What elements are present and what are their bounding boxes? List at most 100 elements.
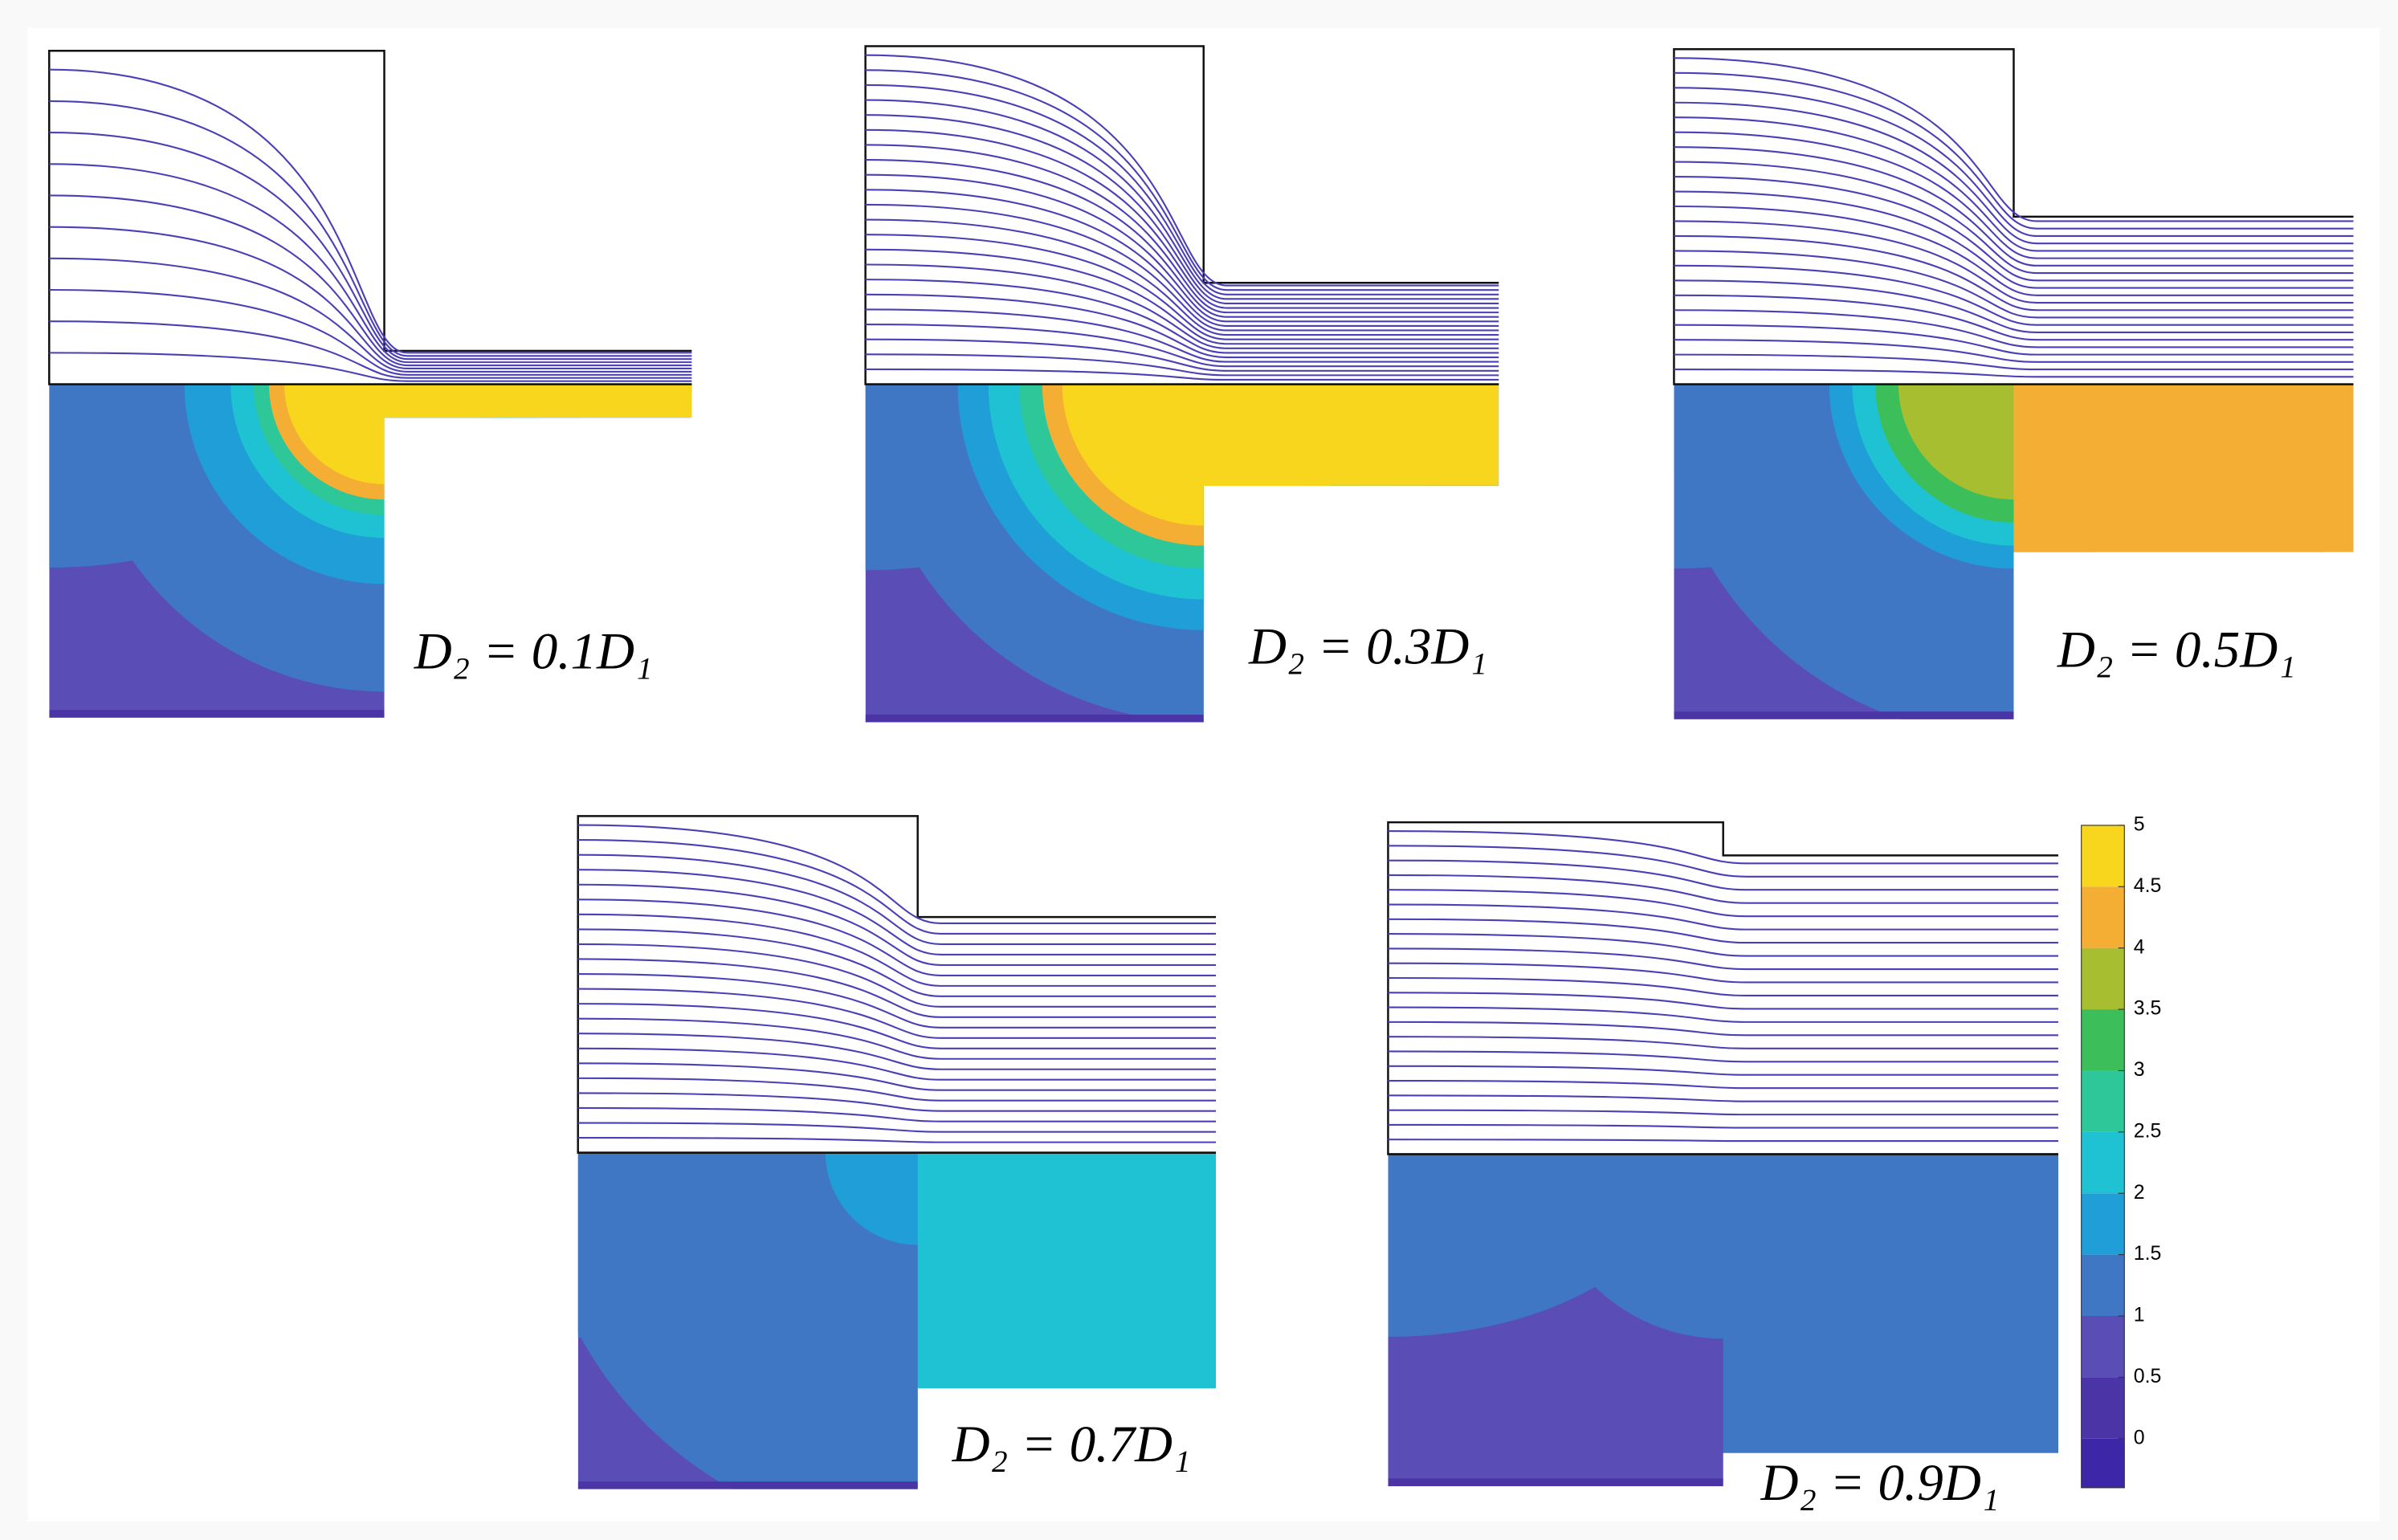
streamline <box>1388 1080 2058 1090</box>
streamline <box>1388 918 2058 944</box>
channel-band <box>384 384 692 418</box>
streamline <box>577 854 1217 945</box>
streamline <box>865 353 1499 377</box>
streamline <box>49 288 692 376</box>
streamline <box>865 144 1499 314</box>
streamline <box>577 1137 1217 1143</box>
streamline <box>1388 976 2058 997</box>
streamline <box>865 203 1499 332</box>
colorbar-band <box>2081 1377 2125 1439</box>
streamline <box>1674 131 2354 259</box>
streamline <box>577 1122 1217 1133</box>
contour-band <box>49 710 385 718</box>
streamline <box>1674 324 2354 356</box>
streamline <box>577 1033 1217 1070</box>
streamline <box>577 1092 1217 1112</box>
streamline <box>865 338 1499 372</box>
streamline <box>1388 889 2058 918</box>
streamline <box>1674 250 2354 319</box>
panel-label: D₂ = 0.3D₁ <box>1248 618 1487 676</box>
colorbar-tick-label: 5 <box>2134 813 2145 835</box>
colorbar-tick-label: 3.5 <box>2134 997 2162 1020</box>
streamline <box>1388 1036 2058 1049</box>
streamline <box>865 308 1499 363</box>
streamline <box>1674 116 2354 252</box>
colorbar-tick-label: 1 <box>2134 1304 2145 1326</box>
streamline <box>577 958 1217 1018</box>
streamline <box>865 114 1499 304</box>
panel: D₂ = 0.7D₁ <box>577 815 1217 1489</box>
streamline <box>1388 903 2058 931</box>
streamline <box>1674 264 2354 326</box>
streamline <box>1674 220 2354 304</box>
streamline <box>1388 1109 2058 1116</box>
colorbar-tick-label: 1.5 <box>2134 1242 2162 1265</box>
contour-band <box>1388 1154 1690 1337</box>
colorbar-band <box>2081 947 2125 1010</box>
colorbar-tick-label: 2 <box>2134 1181 2145 1204</box>
streamline <box>577 839 1217 935</box>
colorbar-tick-label: 0.5 <box>2134 1365 2162 1387</box>
colorbar-band <box>2081 1316 2125 1378</box>
colorbar-band <box>2081 1070 2125 1132</box>
streamline <box>1388 845 2058 878</box>
streamline <box>865 279 1499 354</box>
streamline <box>865 218 1499 336</box>
streamline <box>577 1106 1217 1122</box>
streamline <box>1674 146 2354 267</box>
streamline <box>577 988 1217 1039</box>
streamline <box>1674 57 2354 222</box>
streamline <box>1388 992 2058 1010</box>
streamline <box>1674 294 2354 341</box>
contour-band <box>1674 711 2014 719</box>
contour-band <box>577 1481 918 1489</box>
streamline <box>865 54 1499 287</box>
streamline <box>1388 962 2058 984</box>
streamline <box>1674 369 2354 378</box>
streamline <box>1674 176 2354 282</box>
colorbar-band <box>2081 1193 2125 1255</box>
streamline <box>865 189 1499 327</box>
streamline <box>1388 1139 2058 1143</box>
streamline <box>577 1062 1217 1091</box>
channel-band <box>1203 384 1499 486</box>
streamline <box>865 293 1499 359</box>
streamline <box>49 100 692 357</box>
contour-band <box>1388 1478 1723 1486</box>
panel: D₂ = 0.9D₁ <box>1387 821 2058 1512</box>
colorbar-tick-label: 4.5 <box>2134 874 2162 897</box>
colorbar-tick-label: 4 <box>2134 935 2145 958</box>
streamline <box>1388 830 2058 865</box>
streamline <box>577 898 1217 976</box>
streamline <box>49 226 692 370</box>
flow-domain <box>1387 821 2058 1155</box>
streamline <box>1674 279 2354 333</box>
colorbar-band <box>2081 1438 2125 1488</box>
channel-band <box>1723 1154 2058 1453</box>
streamline <box>865 159 1499 318</box>
colorbar-band <box>2081 825 2125 887</box>
streamline <box>1388 1065 2058 1076</box>
streamline <box>49 68 692 354</box>
streamline <box>1674 205 2354 296</box>
streamline <box>865 368 1499 381</box>
colorbar-frame <box>2081 825 2125 1489</box>
streamline <box>49 257 692 373</box>
streamline <box>1388 1021 2058 1037</box>
contour-band <box>865 715 1204 723</box>
streamline <box>49 194 692 367</box>
streamline <box>1388 947 2058 971</box>
streamline <box>1674 353 2354 371</box>
streamline <box>577 869 1217 955</box>
streamline <box>577 1077 1217 1102</box>
streamline <box>1388 874 2058 904</box>
streamline <box>865 234 1499 340</box>
colorbar-tick-label: 0 <box>2134 1426 2145 1448</box>
colorbar-band <box>2081 1254 2125 1317</box>
streamline <box>1674 190 2354 289</box>
colorbar-band <box>2081 1131 2125 1194</box>
streamline <box>49 352 692 382</box>
contour-region <box>1388 1154 2058 1486</box>
